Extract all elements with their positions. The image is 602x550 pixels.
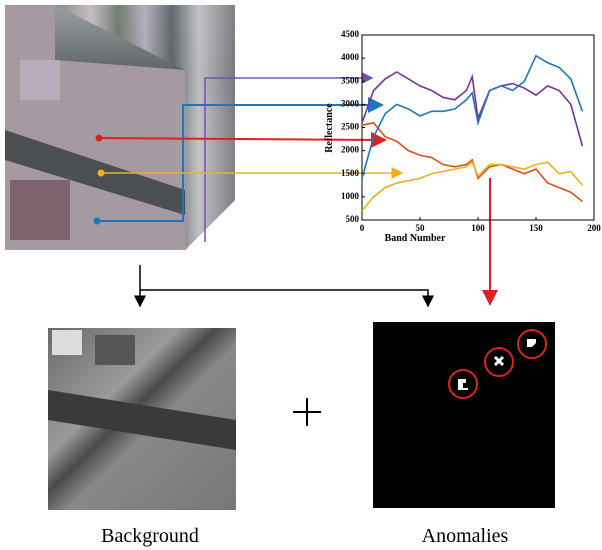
caption: Anomalies	[422, 525, 509, 547]
y-tick-label: 500	[346, 214, 360, 224]
y-tick-label: 2000	[341, 145, 360, 155]
caption: Background	[101, 525, 199, 547]
series-line	[362, 72, 582, 146]
series-line	[362, 162, 582, 211]
x-tick-label: 0	[360, 223, 365, 233]
pixel-dot	[96, 135, 103, 142]
x-tick-label: 150	[529, 223, 543, 233]
y-tick-label: 4000	[341, 52, 360, 62]
plus-sign	[293, 398, 321, 426]
y-tick-label: 1500	[341, 168, 360, 178]
y-axis-title: Reflectance	[324, 103, 335, 153]
anomaly-map	[373, 322, 555, 508]
y-tick-label: 3500	[341, 75, 360, 85]
hyperspectral-cube	[5, 5, 235, 250]
x-tick-label: 200	[587, 223, 601, 233]
y-tick-label: 1000	[341, 191, 360, 201]
pixel-dot	[94, 218, 101, 225]
plot-frame	[362, 35, 594, 220]
background-image	[48, 328, 236, 510]
figure: Background Anomalies Band Number Reflect…	[0, 0, 602, 550]
y-tick-label: 4500	[341, 29, 360, 39]
spectral-chart: Band Number Reflectance 5001000150020002…	[324, 29, 601, 244]
x-tick-label: 50	[416, 223, 426, 233]
pixel-dot	[98, 170, 105, 177]
arrow-black	[140, 290, 428, 306]
x-tick-label: 100	[471, 223, 485, 233]
y-tick-label: 2500	[341, 122, 360, 132]
y-tick-label: 3000	[341, 98, 360, 108]
x-axis-title: Band Number	[385, 233, 446, 244]
